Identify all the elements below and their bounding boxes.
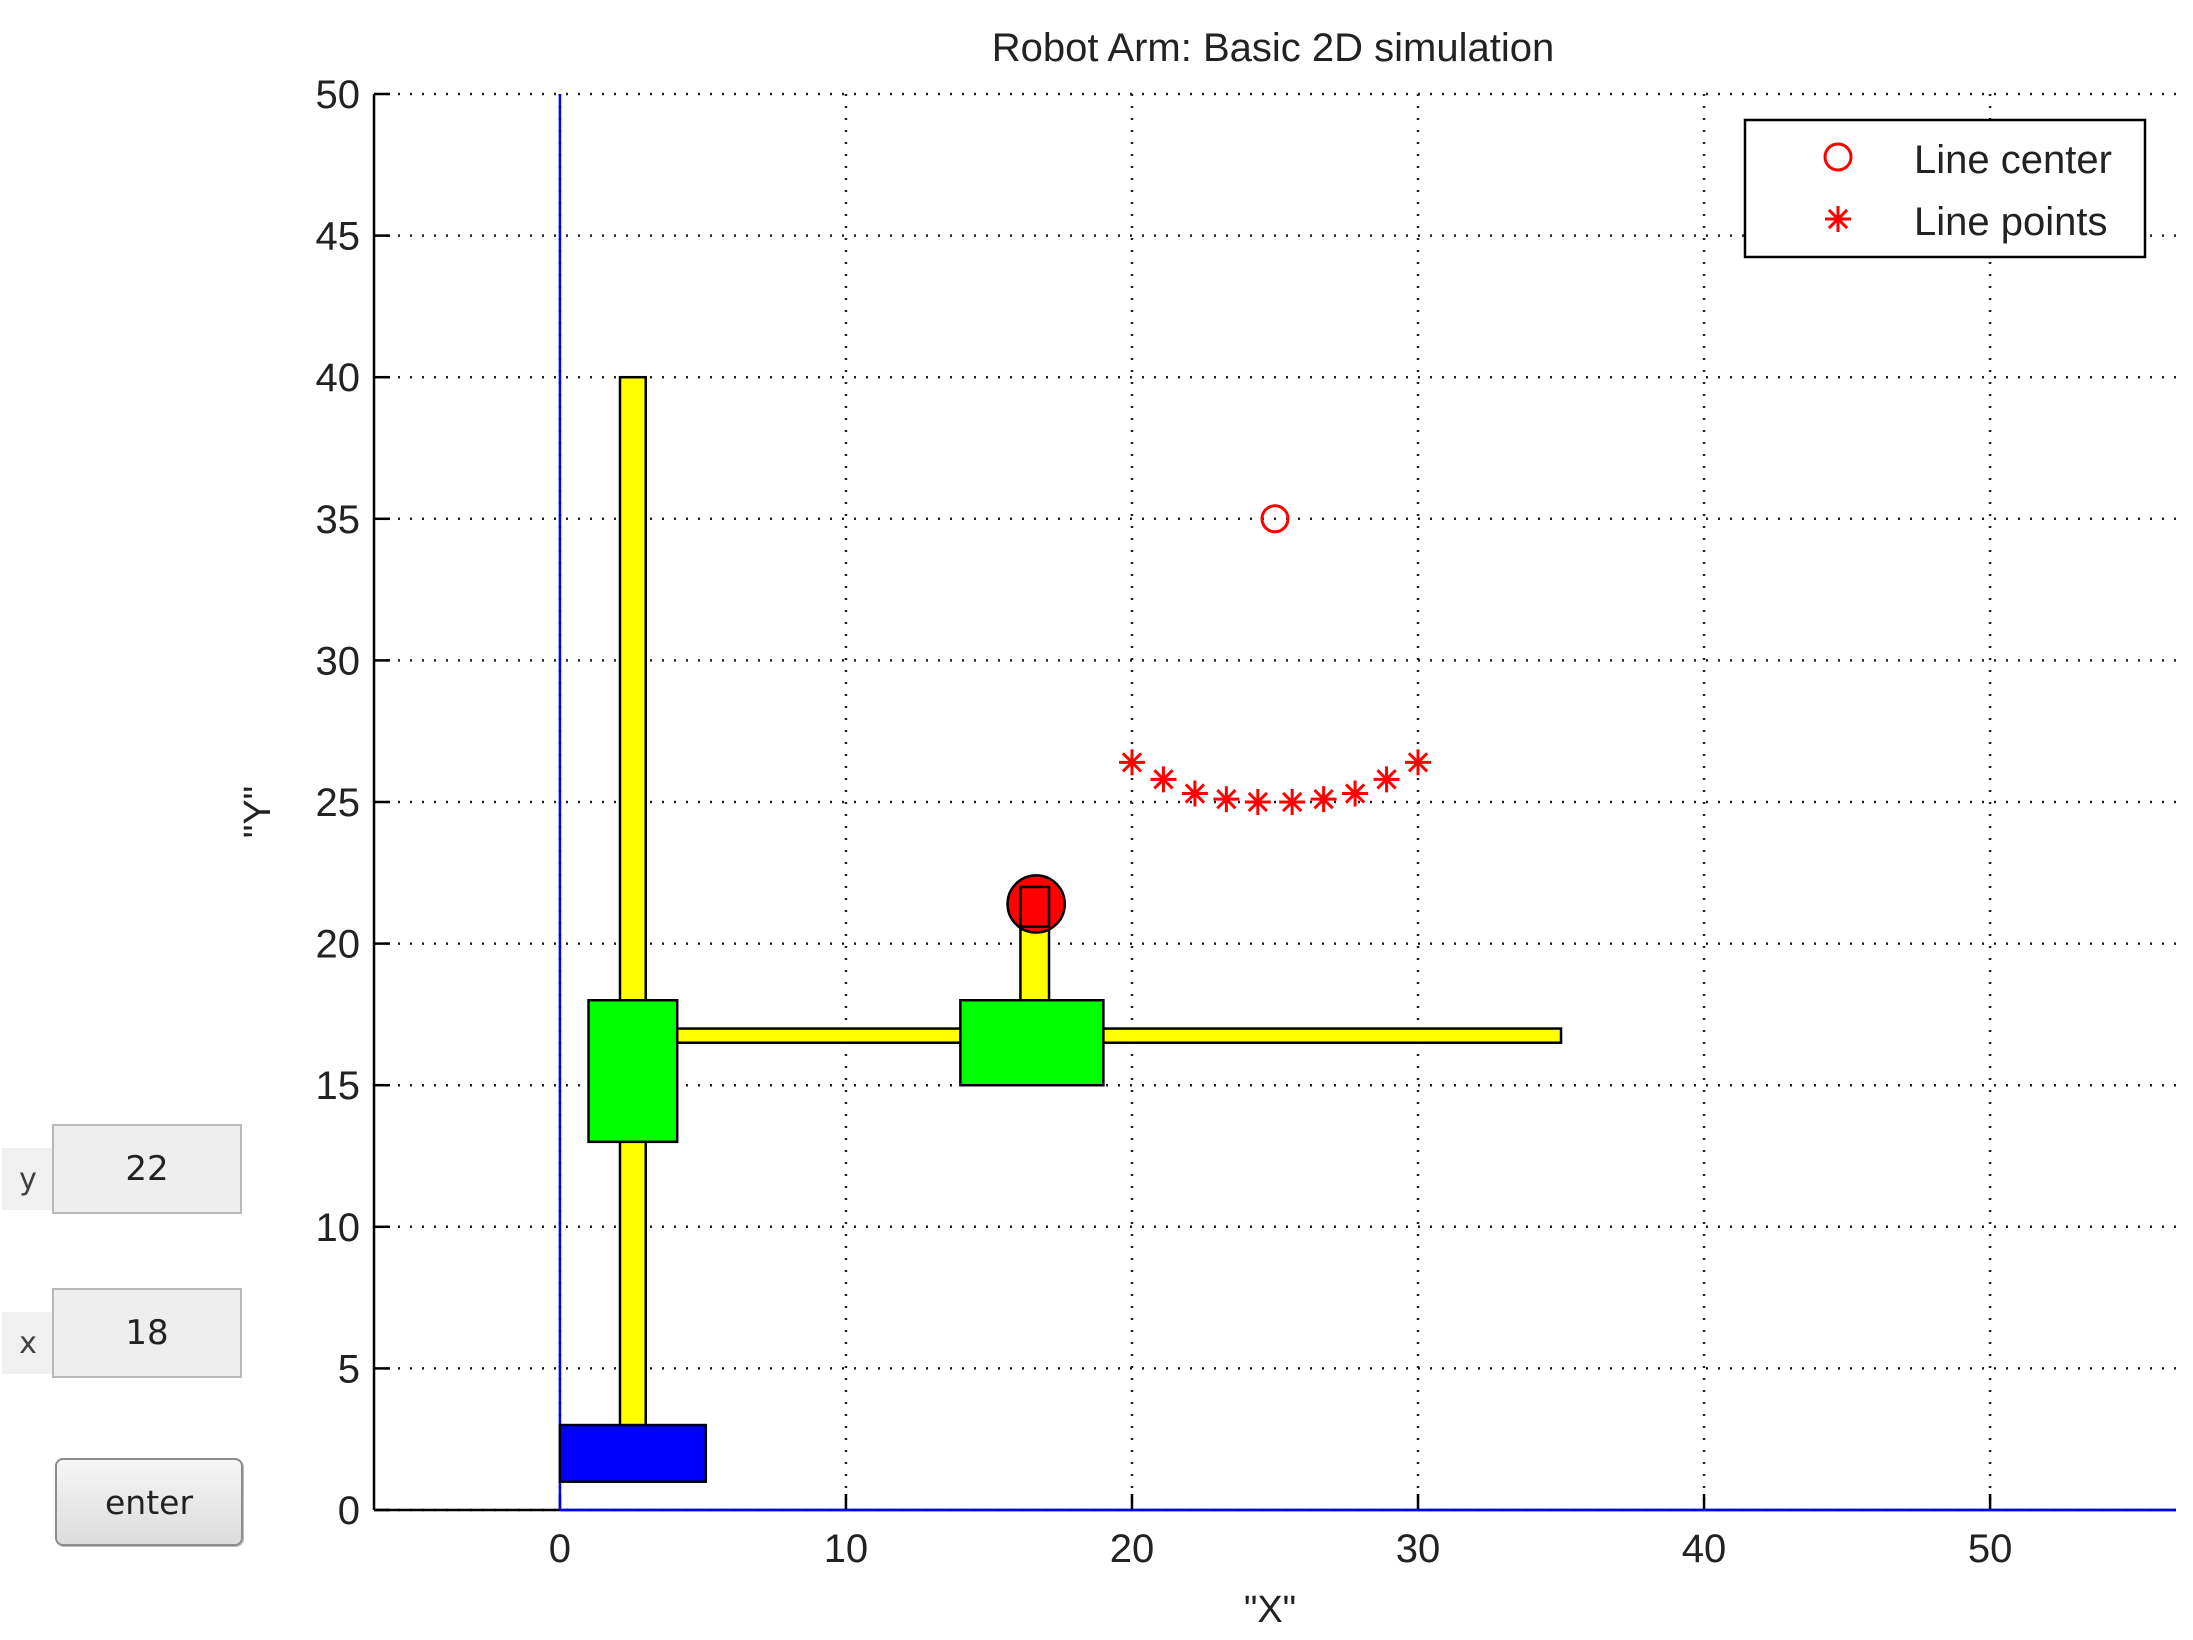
y-axis-label: "Y" [237, 786, 279, 838]
line-point-marker [1405, 749, 1432, 776]
vertical-arm [618, 375, 647, 1427]
x-tick-label: 40 [1682, 1527, 1727, 1571]
y-tick-label: 5 [338, 1347, 360, 1391]
y-input[interactable] [52, 1124, 242, 1214]
vertical-joint [587, 998, 679, 1144]
line-point-marker [1279, 789, 1306, 815]
plot-title: Robot Arm: Basic 2D simulation [992, 26, 1554, 70]
legend-box [1743, 118, 2147, 259]
y-tick-label: 40 [316, 356, 361, 400]
gripper-stem [1019, 928, 1051, 1002]
tick-labels: 0 10 20 30 40 50 0 5 10 15 20 25 30 35 40 45 50 [316, 73, 2013, 1571]
legend-circle-icon [1823, 142, 1853, 172]
data-markers [1118, 504, 1432, 815]
x-label: x [2, 1312, 54, 1374]
line-point-marker [1150, 766, 1177, 793]
line-point-marker [1373, 766, 1400, 793]
y-tick-label: 0 [338, 1489, 360, 1533]
y-tick-label: 15 [316, 1064, 361, 1108]
y-tick-label: 45 [316, 215, 361, 259]
line-point-marker [1310, 786, 1337, 813]
line-center-marker [1260, 504, 1290, 534]
x-tick-label: 0 [549, 1527, 571, 1571]
x-tick-label: 30 [1396, 1527, 1441, 1571]
x-tick-label: 20 [1110, 1527, 1155, 1571]
robot-arm [558, 94, 2176, 1512]
enter-button[interactable]: enter [55, 1458, 243, 1546]
y-tick-label: 25 [316, 781, 361, 825]
carriage [959, 998, 1105, 1087]
line-point-marker [1213, 786, 1240, 813]
x-input[interactable] [52, 1288, 242, 1378]
line-point-marker [1342, 780, 1369, 807]
legend-asterisk-icon [1825, 206, 1851, 232]
x-tick-label: 50 [1968, 1527, 2013, 1571]
y-tick-label: 10 [316, 1206, 361, 1250]
horizontal-arm [675, 1027, 1563, 1044]
line-point-marker [1118, 749, 1145, 776]
legend: Line center Line points [1743, 118, 2147, 259]
line-point-marker [1181, 780, 1208, 807]
line-point-marker [1244, 789, 1271, 815]
y-tick-label: 50 [316, 73, 361, 117]
y-tick-label: 35 [316, 498, 361, 542]
y-tick-label: 20 [316, 923, 361, 967]
y-label: y [2, 1148, 54, 1210]
x-axis-label: "X" [1244, 1589, 1296, 1631]
end-effector-square [1019, 885, 1051, 928]
y-tick-label: 30 [316, 639, 361, 683]
legend-label: Line points [1914, 200, 2107, 244]
robot-base [558, 1423, 708, 1483]
x-tick-label: 10 [824, 1527, 869, 1571]
legend-label: Line center [1914, 138, 2112, 182]
